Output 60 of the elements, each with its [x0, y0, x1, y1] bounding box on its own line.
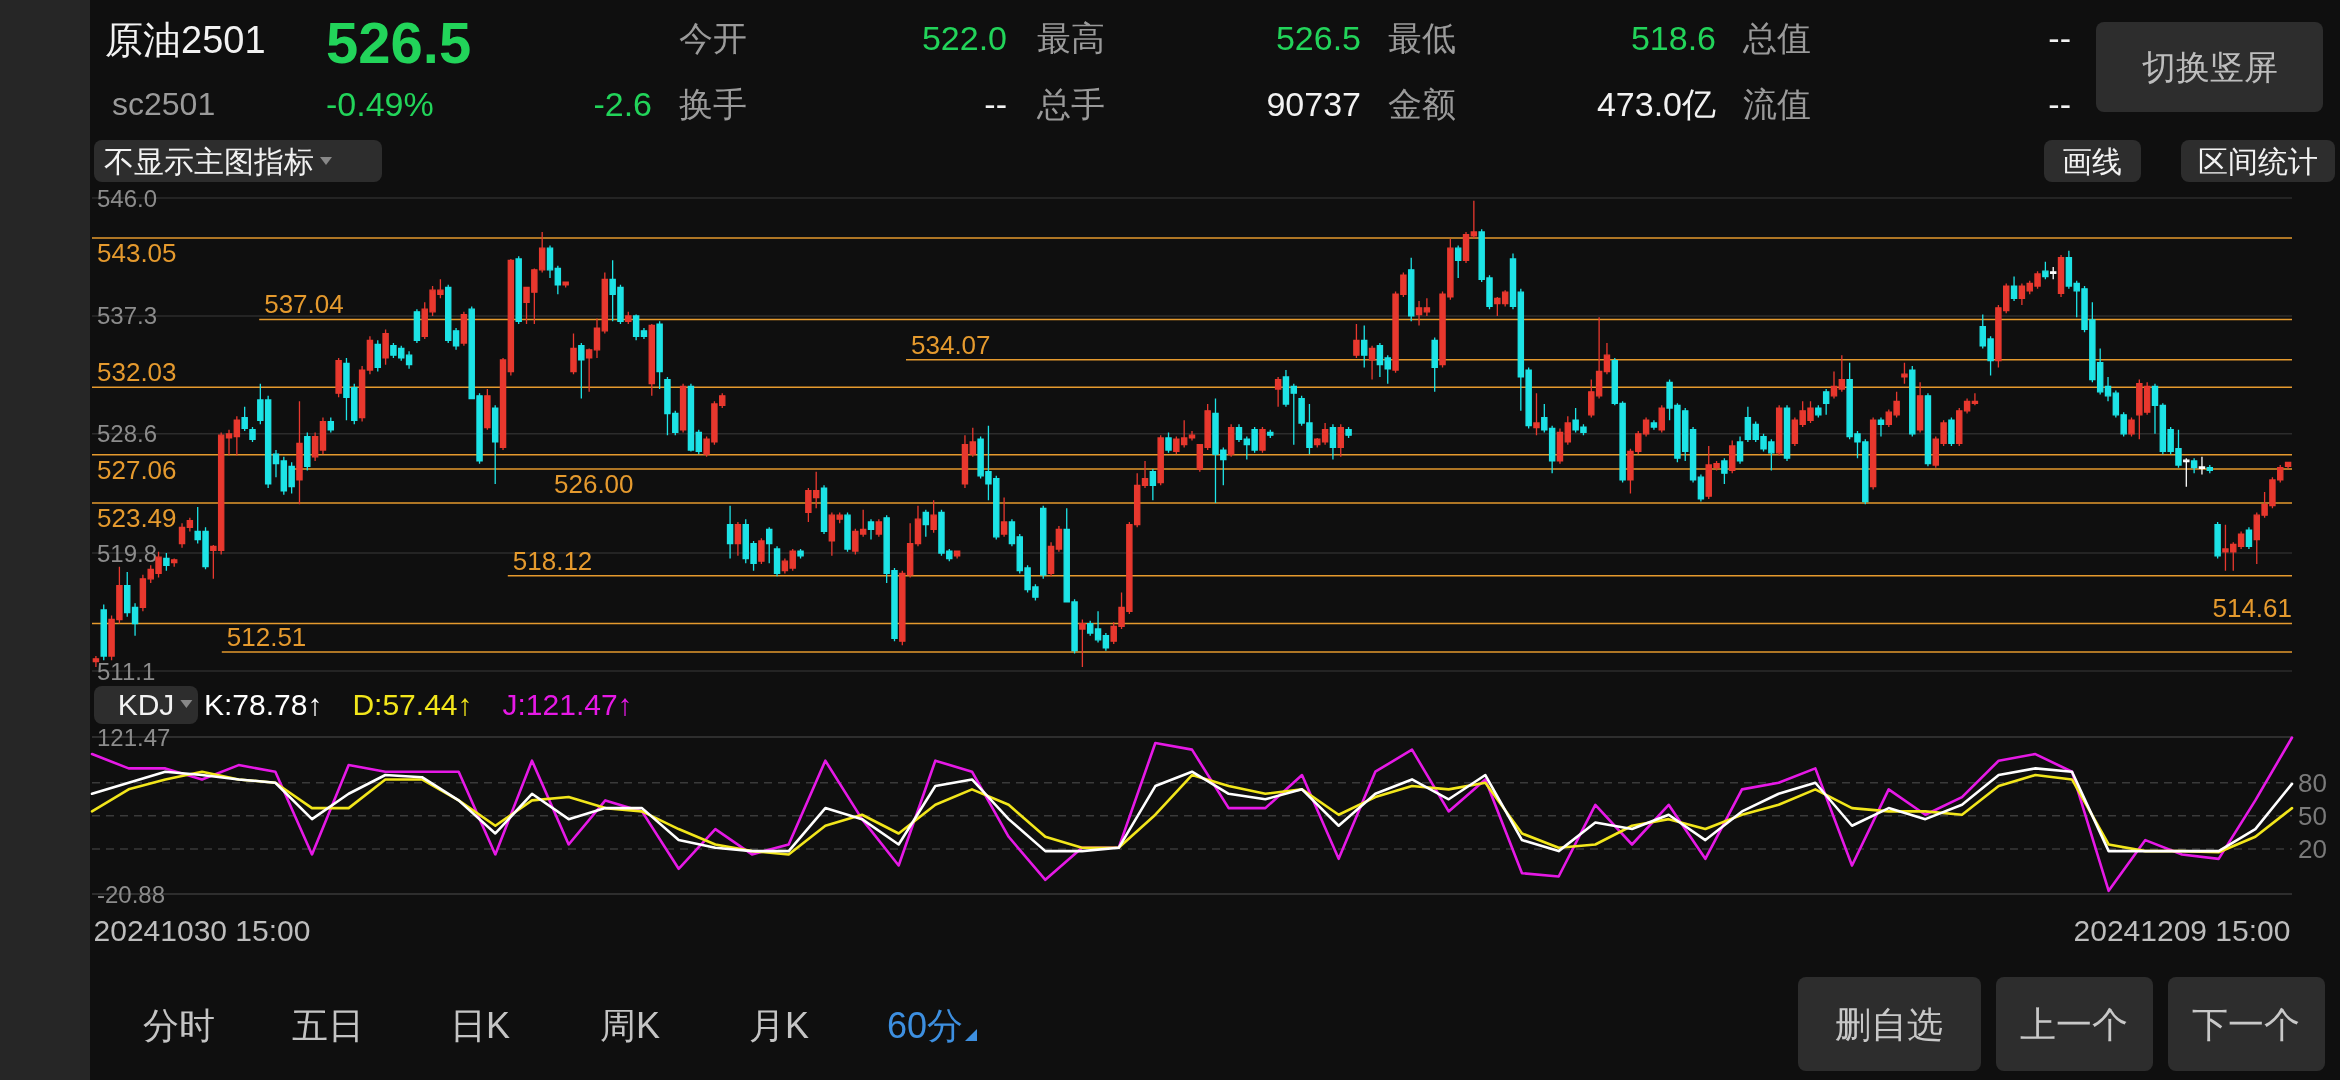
text: 522.0 — [921, 19, 1007, 57]
y-tick-label: 546.0 — [97, 184, 158, 212]
ref-line-label: 512.51 — [226, 621, 307, 652]
text: 换手 — [679, 85, 747, 123]
y-tick-label: 121.47 — [97, 723, 171, 751]
text: sc2501 — [112, 86, 216, 122]
text: 分时 — [143, 1004, 215, 1046]
text: 总值 — [1742, 19, 1811, 57]
text: 473.0亿 — [1596, 85, 1716, 123]
text: 区间统计 — [2198, 144, 2318, 178]
y-tick-label: 519.8 — [97, 539, 158, 567]
ref-line-label: 543.05 — [97, 237, 177, 268]
y2-tick-label: 20 — [2298, 833, 2327, 864]
series-label: J:121.47↑ — [502, 687, 633, 721]
series-label: K:78.78↑ — [204, 687, 323, 721]
y2-tick-label: 80 — [2298, 767, 2327, 798]
ref-line-label: 526.00 — [554, 469, 634, 500]
y2-tick-label: 50 — [2298, 800, 2327, 831]
text: -- — [984, 85, 1007, 123]
ref-line-label: 532.03 — [97, 357, 177, 388]
ref-line-label: 537.04 — [264, 289, 344, 320]
text: 月K — [748, 1004, 810, 1046]
text: 518.6 — [1630, 19, 1716, 57]
text: 金额 — [1388, 85, 1456, 123]
text: 60分 — [886, 1004, 964, 1046]
text: 最低 — [1388, 19, 1456, 57]
text: 日K — [449, 1004, 511, 1046]
text: 总手 — [1036, 85, 1105, 123]
text: 不显示主图指标 — [104, 144, 314, 178]
text: 526.5 — [1275, 19, 1361, 57]
text: -- — [2048, 85, 2071, 123]
text: KDJ — [117, 687, 175, 721]
text: 画线 — [2062, 144, 2122, 178]
text: 切换竖屏 — [2142, 48, 2278, 86]
text: 删自选 — [1835, 1003, 1943, 1045]
text: 90737 — [1266, 85, 1361, 123]
ref-line-label: 518.12 — [512, 545, 593, 576]
x-tick-label: 20241030 15:00 — [93, 913, 311, 947]
ref-line-label: 514.61 — [2212, 593, 2292, 624]
y-tick-label: 528.6 — [97, 420, 158, 448]
text: 五日 — [292, 1004, 364, 1046]
x-tick-label: 20241209 15:00 — [2073, 913, 2291, 947]
ref-line-label: 527.06 — [97, 454, 177, 485]
text: -2.6 — [593, 85, 652, 123]
text: 周K — [599, 1004, 661, 1046]
text: D:57.44↑ — [352, 687, 473, 721]
text: 下一个 — [2192, 1003, 2300, 1045]
text: 最高 — [1037, 19, 1105, 57]
ref-line-label: 523.49 — [97, 503, 177, 534]
y-tick-label: 537.3 — [97, 302, 158, 330]
y-tick-label: -20.88 — [97, 880, 166, 908]
text: 上一个 — [2020, 1003, 2128, 1045]
text: 原油2501 — [105, 19, 266, 61]
text: 流值 — [1743, 85, 1811, 123]
text: -- — [2048, 19, 2071, 57]
text: 526.5 — [326, 9, 472, 75]
text: -0.49% — [326, 85, 434, 123]
ref-line-label: 534.07 — [911, 329, 991, 360]
text: 今开 — [679, 19, 747, 57]
y-tick-label: 511.1 — [97, 657, 156, 685]
